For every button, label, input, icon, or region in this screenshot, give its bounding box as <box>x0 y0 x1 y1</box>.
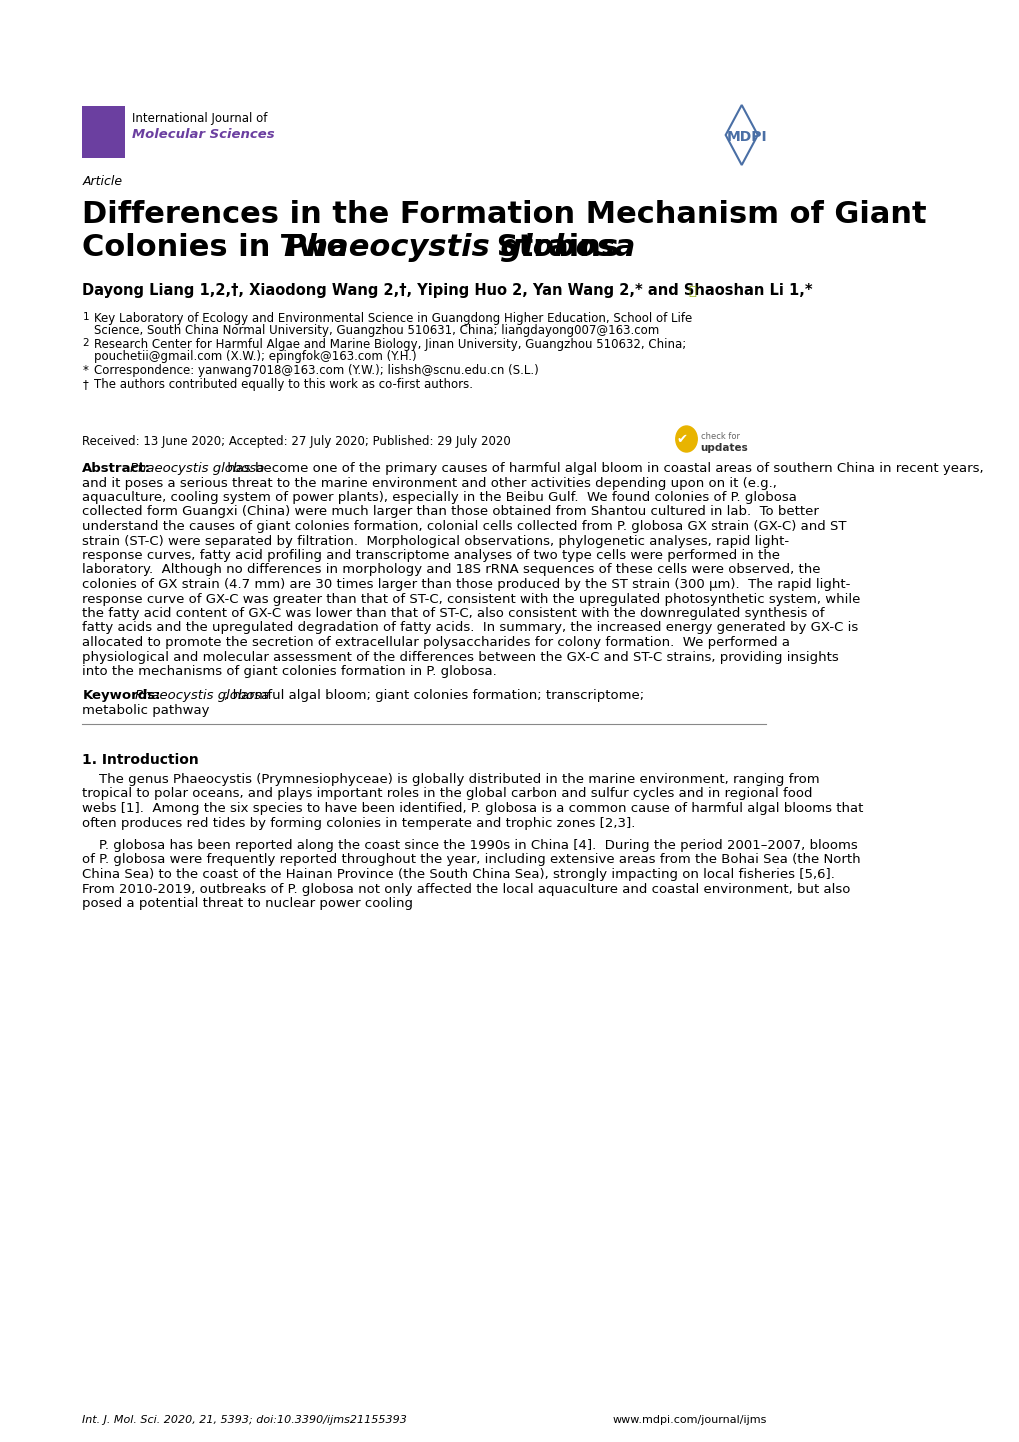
Text: posed a potential threat to nuclear power cooling: posed a potential threat to nuclear powe… <box>83 897 413 910</box>
Text: Article: Article <box>83 174 122 187</box>
Text: physiological and molecular assessment of the differences between the GX-C and S: physiological and molecular assessment o… <box>83 650 839 663</box>
Text: ✔: ✔ <box>677 433 687 446</box>
Text: Science, South China Normal University, Guangzhou 510631, China; liangdayong007@: Science, South China Normal University, … <box>94 324 658 337</box>
Text: The authors contributed equally to this work as co-first authors.: The authors contributed equally to this … <box>94 378 473 391</box>
Text: understand the causes of giant colonies formation, colonial cells collected from: understand the causes of giant colonies … <box>83 521 846 534</box>
Text: Key Laboratory of Ecology and Environmental Science in Guangdong Higher Educatio: Key Laboratory of Ecology and Environmen… <box>94 311 692 324</box>
Text: Colonies in Two: Colonies in Two <box>83 234 358 262</box>
Text: fatty acids and the upregulated degradation of fatty acids.  In summary, the inc: fatty acids and the upregulated degradat… <box>83 622 858 634</box>
Text: Phaeocystis globosa: Phaeocystis globosa <box>284 234 635 262</box>
Text: colonies of GX strain (4.7 mm) are 30 times larger than those produced by the ST: colonies of GX strain (4.7 mm) are 30 ti… <box>83 578 850 591</box>
Text: response curves, fatty acid profiling and transcriptome analyses of two type cel: response curves, fatty acid profiling an… <box>83 549 780 562</box>
Text: MDPI: MDPI <box>727 130 766 144</box>
Text: Dayong Liang 1,2,†, Xiaodong Wang 2,†, Yiping Huo 2, Yan Wang 2,* and Shaoshan L: Dayong Liang 1,2,†, Xiaodong Wang 2,†, Y… <box>83 283 812 298</box>
Text: into the mechanisms of giant colonies formation in P. globosa.: into the mechanisms of giant colonies fo… <box>83 665 496 678</box>
Text: updates: updates <box>700 443 748 453</box>
FancyBboxPatch shape <box>83 107 125 159</box>
Text: Molecular Sciences: Molecular Sciences <box>131 128 274 141</box>
Text: Abstract:: Abstract: <box>83 461 151 474</box>
Text: China Sea) to the coast of the Hainan Province (the South China Sea), strongly i: China Sea) to the coast of the Hainan Pr… <box>83 868 835 881</box>
Text: pouchetii@gmail.com (X.W.); epingfok@163.com (Y.H.): pouchetii@gmail.com (X.W.); epingfok@163… <box>94 350 416 363</box>
Circle shape <box>676 425 697 451</box>
Text: collected form Guangxi (China) were much larger than those obtained from Shantou: collected form Guangxi (China) were much… <box>83 506 818 519</box>
Text: Correspondence: yanwang7018@163.com (Y.W.); lishsh@scnu.edu.cn (S.L.): Correspondence: yanwang7018@163.com (Y.W… <box>94 363 538 376</box>
Text: and it poses a serious threat to the marine environment and other activities dep: and it poses a serious threat to the mar… <box>83 476 776 489</box>
Text: Phaeocystis globosa: Phaeocystis globosa <box>130 461 264 474</box>
Text: 1. Introduction: 1. Introduction <box>83 754 199 767</box>
Text: Ⓞ: Ⓞ <box>688 286 696 298</box>
Text: P. globosa has been reported along the coast since the 1990s in China [4].  Duri: P. globosa has been reported along the c… <box>83 839 857 852</box>
Text: of P. globosa were frequently reported throughout the year, including extensive : of P. globosa were frequently reported t… <box>83 854 860 867</box>
Text: The genus Phaeocystis (Prymnesiophyceae) is globally distributed in the marine e: The genus Phaeocystis (Prymnesiophyceae)… <box>83 773 819 786</box>
Text: allocated to promote the secretion of extracellular polysaccharides for colony f: allocated to promote the secretion of ex… <box>83 636 790 649</box>
Text: often produces red tides by forming colonies in temperate and trophic zones [2,3: often produces red tides by forming colo… <box>83 816 635 829</box>
Text: webs [1].  Among the six species to have been identified, P. globosa is a common: webs [1]. Among the six species to have … <box>83 802 863 815</box>
Text: strain (ST-C) were separated by filtration.  Morphological observations, phyloge: strain (ST-C) were separated by filtrati… <box>83 535 789 548</box>
Text: metabolic pathway: metabolic pathway <box>83 704 210 717</box>
Text: the fatty acid content of GX-C was lower than that of ST-C, also consistent with: the fatty acid content of GX-C was lower… <box>83 607 824 620</box>
Text: Phaeocystis globosa: Phaeocystis globosa <box>136 689 269 702</box>
Text: laboratory.  Although no differences in morphology and 18S rRNA sequences of the: laboratory. Although no differences in m… <box>83 564 820 577</box>
Text: From 2010-2019, outbreaks of P. globosa not only affected the local aquaculture : From 2010-2019, outbreaks of P. globosa … <box>83 883 850 895</box>
Text: check for: check for <box>700 433 739 441</box>
Text: response curve of GX-C was greater than that of ST-C, consistent with the upregu: response curve of GX-C was greater than … <box>83 593 860 606</box>
Text: aquaculture, cooling system of power plants), especially in the Beibu Gulf.  We : aquaculture, cooling system of power pla… <box>83 490 797 505</box>
Text: ; harmful algal bloom; giant colonies formation; transcriptome;: ; harmful algal bloom; giant colonies fo… <box>224 689 644 702</box>
Text: *: * <box>83 363 89 376</box>
Text: Differences in the Formation Mechanism of Giant: Differences in the Formation Mechanism o… <box>83 200 926 229</box>
Text: Int. J. Mol. Sci. 2020, 21, 5393; doi:10.3390/ijms21155393: Int. J. Mol. Sci. 2020, 21, 5393; doi:10… <box>83 1415 407 1425</box>
Text: Strains: Strains <box>486 234 619 262</box>
Text: has become one of the primary causes of harmful algal bloom in coastal areas of : has become one of the primary causes of … <box>222 461 982 474</box>
Text: Research Center for Harmful Algae and Marine Biology, Jinan University, Guangzho: Research Center for Harmful Algae and Ma… <box>94 337 686 350</box>
Text: Keywords:: Keywords: <box>83 689 161 702</box>
Text: †: † <box>83 378 88 391</box>
Text: 1: 1 <box>83 311 89 322</box>
Text: 2: 2 <box>83 337 89 348</box>
Text: Received: 13 June 2020; Accepted: 27 July 2020; Published: 29 July 2020: Received: 13 June 2020; Accepted: 27 Jul… <box>83 435 511 448</box>
Text: www.mdpi.com/journal/ijms: www.mdpi.com/journal/ijms <box>611 1415 765 1425</box>
Text: International Journal of: International Journal of <box>131 112 267 125</box>
Text: tropical to polar oceans, and plays important roles in the global carbon and sul: tropical to polar oceans, and plays impo… <box>83 787 812 800</box>
